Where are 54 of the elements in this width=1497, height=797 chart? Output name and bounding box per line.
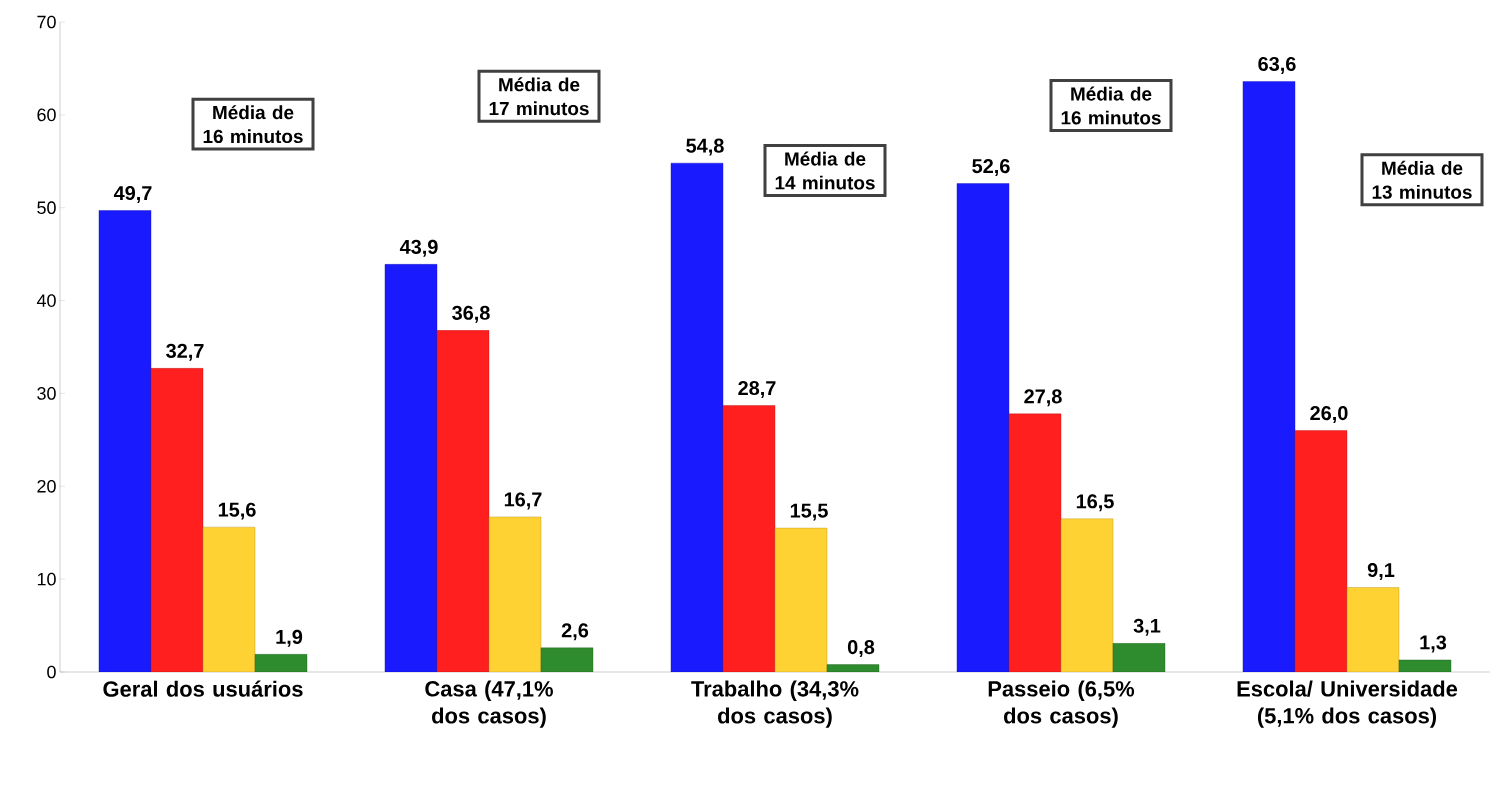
x-tick-label: Escola/ Universidade (5,1% dos casos) — [1237, 680, 1458, 728]
data-label: 32,7 — [166, 343, 204, 361]
data-label: 16,7 — [504, 492, 542, 510]
bar — [722, 405, 776, 672]
annotation: Média de 17 minutos — [489, 77, 589, 116]
bar — [1060, 518, 1114, 672]
data-label: 54,8 — [686, 138, 724, 156]
data-label: 63,6 — [1258, 56, 1296, 74]
data-label: 36,8 — [452, 305, 490, 323]
data-label: 52,6 — [972, 159, 1010, 177]
data-label: 2,6 — [561, 623, 589, 641]
annotation: Média de 16 minutos — [1061, 86, 1161, 125]
y-tick-label: 0 — [47, 665, 56, 679]
bar — [150, 368, 204, 672]
x-tick-label: Passeio (6,5% dos casos) — [988, 680, 1135, 728]
data-label: 15,6 — [218, 502, 256, 520]
data-label: 0,8 — [847, 640, 875, 658]
bar — [384, 264, 438, 672]
y-tick-label: 30 — [37, 387, 56, 400]
y-tick-label: 70 — [37, 15, 56, 29]
bar — [774, 527, 828, 672]
bar — [202, 526, 256, 672]
data-label: 1,3 — [1420, 635, 1447, 653]
bar — [1008, 413, 1062, 672]
data-label: 28,7 — [738, 380, 776, 398]
annotation: Média de 13 minutos — [1372, 160, 1472, 199]
bar — [956, 183, 1010, 672]
bar — [670, 162, 724, 672]
y-tick-label: 10 — [37, 572, 56, 586]
bar — [98, 210, 152, 672]
data-label: 3,1 — [1133, 618, 1161, 636]
annotation: Média de 16 minutos — [203, 105, 303, 144]
bar — [436, 330, 490, 672]
data-label: 43,9 — [399, 239, 438, 257]
data-label: 16,5 — [1076, 494, 1114, 512]
y-tick-label: 50 — [37, 201, 56, 215]
data-label: 9,1 — [1367, 562, 1395, 580]
annotation: Média de 14 minutos — [775, 151, 875, 190]
bar — [1294, 430, 1348, 672]
y-tick-label: 60 — [37, 108, 56, 122]
x-tick-label: Casa (47,1% dos casos) — [425, 680, 553, 728]
bar — [1242, 81, 1296, 672]
data-label: 49,7 — [113, 185, 152, 203]
data-label: 27,8 — [1024, 389, 1062, 407]
data-label: 26,0 — [1310, 406, 1348, 424]
data-label: 1,9 — [276, 629, 303, 647]
x-tick-label: Trabalho (34,3% dos casos) — [691, 680, 859, 728]
bar — [1112, 643, 1166, 672]
data-label: 15,5 — [790, 503, 828, 521]
y-tick-label: 20 — [37, 479, 56, 493]
y-tick-label: 40 — [36, 294, 56, 307]
bar — [488, 516, 542, 672]
bar — [1346, 587, 1400, 672]
x-tick-label: Geral dos usuários — [103, 680, 303, 697]
